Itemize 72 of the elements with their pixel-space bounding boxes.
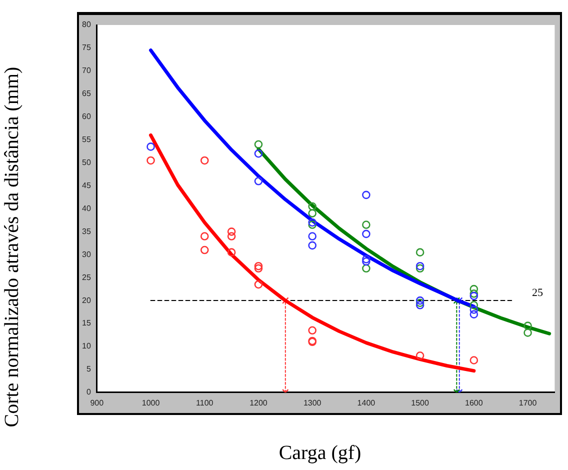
point	[200, 246, 209, 254]
x-tick-label: 1000	[142, 398, 160, 408]
y-tick-label: 30	[82, 250, 92, 259]
point	[254, 264, 263, 273]
point	[254, 280, 263, 289]
y-tick-label: 50	[82, 158, 92, 167]
point	[470, 290, 478, 298]
y-tick-label: 5	[86, 364, 92, 374]
point	[362, 230, 370, 238]
point	[254, 140, 263, 149]
y-tick-label: 75	[82, 43, 92, 52]
y-tick-label: 55	[82, 135, 92, 144]
point	[470, 284, 478, 294]
point	[416, 296, 424, 305]
y-tick-label: 35	[82, 226, 92, 236]
point	[308, 241, 316, 250]
point	[524, 328, 532, 337]
point	[362, 190, 370, 200]
x-tick-label: 1200	[250, 398, 268, 408]
point	[308, 326, 316, 335]
y-tick-label: 45	[82, 180, 92, 190]
x-tick-label: 1600	[465, 398, 484, 408]
point	[470, 310, 478, 318]
point	[416, 262, 424, 270]
y-tick-label: 80	[82, 20, 92, 30]
y-tick-label: 25	[82, 272, 92, 282]
point	[362, 257, 370, 266]
y-tick-label: 65	[82, 89, 92, 98]
point	[416, 298, 424, 307]
y-tick-label: 40	[82, 204, 92, 213]
point	[362, 264, 370, 273]
point	[416, 248, 424, 256]
point	[227, 232, 236, 240]
point	[416, 352, 424, 360]
point	[470, 306, 478, 314]
point	[308, 232, 316, 240]
point	[254, 176, 263, 186]
y-tick-label: 15	[82, 318, 92, 328]
y-tick-label: 20	[82, 296, 92, 305]
point	[470, 356, 478, 364]
point	[308, 202, 316, 211]
y-tick-label: 70	[82, 66, 92, 76]
point	[308, 209, 316, 218]
point	[146, 156, 155, 165]
annotation: 25	[532, 287, 543, 299]
point	[200, 232, 209, 240]
x-tick-label: 900	[90, 398, 104, 408]
point	[227, 248, 236, 256]
point	[200, 156, 209, 165]
y-axis-title: Corte normalizado através da distância (mm)	[0, 66, 24, 430]
point	[470, 300, 478, 310]
point	[254, 262, 263, 270]
y-tick-label: 10	[82, 342, 92, 351]
x-tick-label: 1100	[196, 398, 214, 408]
point	[470, 292, 478, 300]
x-tick-label: 1300	[303, 398, 322, 408]
point	[146, 142, 155, 151]
point	[362, 220, 370, 229]
point	[254, 149, 263, 158]
point	[308, 218, 316, 227]
x-axis-title: Carga (gf)	[278, 442, 362, 465]
point	[227, 228, 236, 236]
x-tick-label: 1400	[357, 398, 376, 408]
point	[524, 322, 532, 330]
point	[362, 255, 370, 264]
x-tick-label: 1500	[411, 398, 430, 408]
point	[308, 220, 316, 229]
point	[416, 264, 424, 273]
point	[416, 300, 424, 310]
y-tick-label: 0	[86, 388, 92, 397]
x-tick-label: 1700	[518, 398, 538, 408]
y-tick-label: 60	[82, 112, 92, 122]
